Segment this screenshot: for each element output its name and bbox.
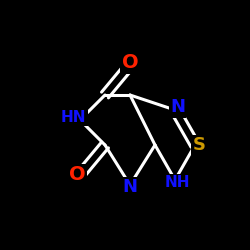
Text: O: O (69, 166, 86, 184)
Text: N: N (122, 178, 138, 196)
Text: N: N (170, 98, 185, 116)
Text: O: O (122, 53, 138, 72)
Text: HN: HN (61, 110, 86, 125)
Text: NH: NH (165, 175, 190, 190)
Text: S: S (192, 136, 205, 154)
